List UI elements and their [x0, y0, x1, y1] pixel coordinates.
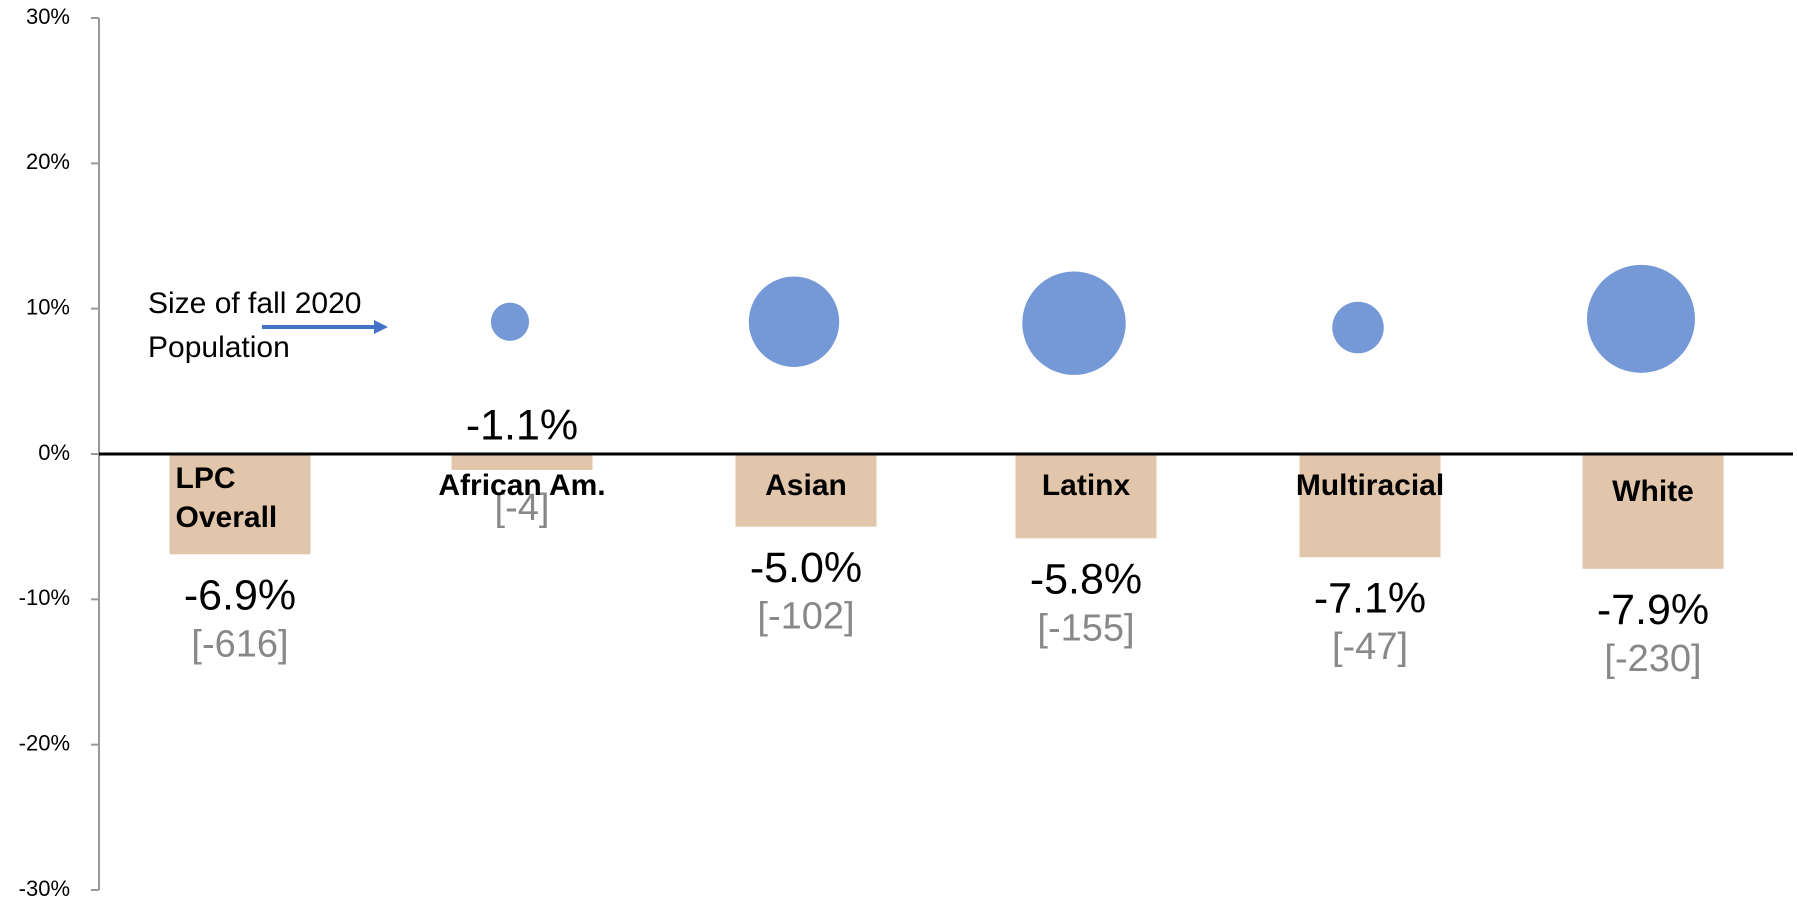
value-label: -5.8% [1030, 556, 1142, 604]
count-label: [-230] [1604, 638, 1701, 680]
annotation-arrowhead [374, 320, 388, 334]
count-label: [-155] [1037, 607, 1134, 649]
y-tick-label: 30% [26, 4, 70, 29]
value-label: -7.1% [1314, 575, 1426, 623]
y-tick-label: 0% [38, 440, 70, 465]
bar [169, 454, 311, 555]
bubble [490, 302, 530, 341]
bar [735, 454, 877, 527]
y-tick-label: -20% [19, 730, 70, 755]
category-label: African Am. [438, 469, 606, 502]
y-tick-label: 10% [26, 294, 70, 319]
bubble [1332, 301, 1384, 354]
bubble [1587, 264, 1695, 373]
category-label: Multiracial [1295, 469, 1445, 502]
count-label: [-47] [1332, 626, 1408, 668]
bar [451, 454, 593, 470]
count-label: [-102] [757, 596, 854, 638]
annotation: Size of fall 2020 Population [148, 287, 362, 364]
value-label: -5.0% [750, 544, 862, 592]
category-label: LPC Overall [175, 462, 278, 534]
bar [1299, 454, 1441, 558]
value-label: -7.9% [1597, 586, 1709, 634]
category-label: White [1612, 475, 1694, 508]
bubble [1022, 271, 1126, 375]
value-label: -1.1% [466, 401, 578, 449]
bubble [748, 276, 840, 367]
bar [1015, 454, 1157, 539]
count-label: [-4] [495, 487, 550, 529]
bar [1582, 454, 1724, 569]
value-label: -6.9% [184, 572, 296, 620]
y-tick-label: -30% [19, 876, 70, 901]
category-label: Asian [765, 469, 847, 502]
count-label: [-616] [191, 623, 288, 665]
y-tick-label: 20% [26, 149, 70, 174]
category-label: Latinx [1041, 469, 1131, 502]
y-tick-label: -10% [19, 585, 70, 610]
